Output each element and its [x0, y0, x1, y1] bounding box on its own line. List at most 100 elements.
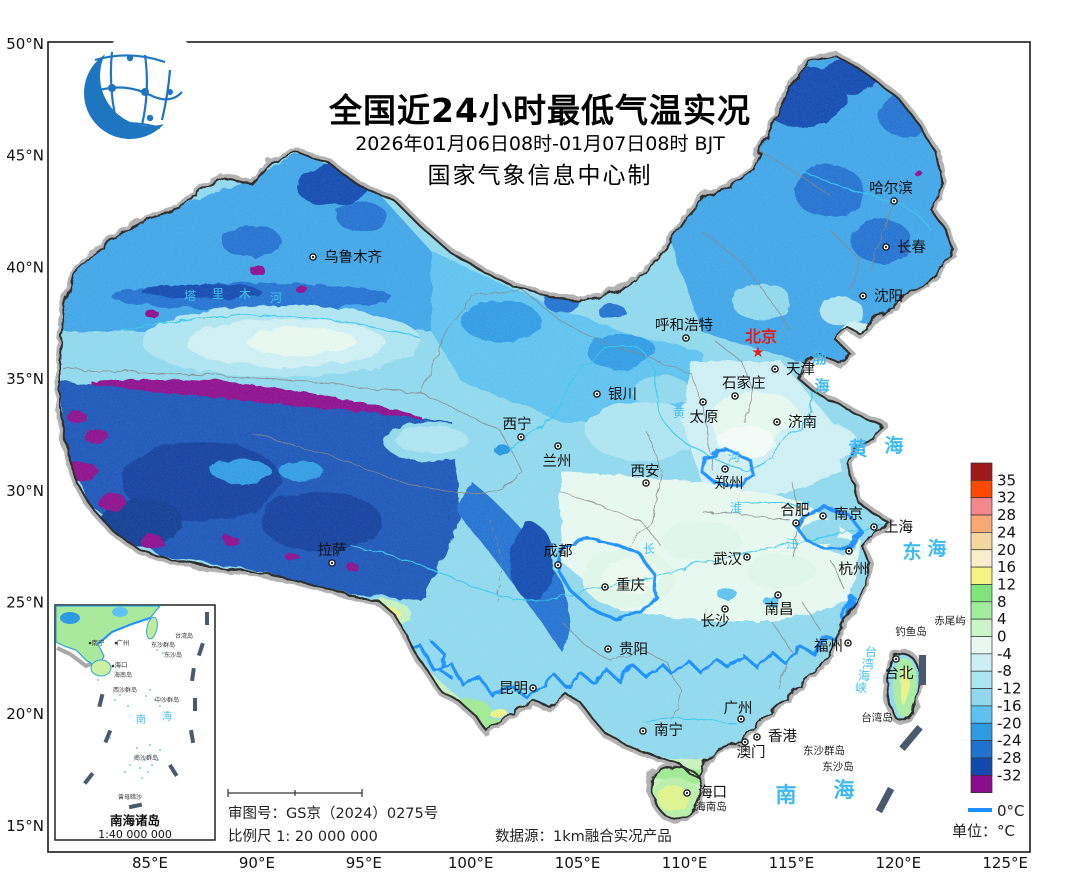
river-label: 木 [239, 287, 251, 301]
city-label: 济南 [788, 414, 817, 431]
city-label: 重庆 [616, 577, 645, 594]
axis-labels: 50°N 45°N 40°N 35°N 30°N 25°N 20°N 15°N 85°E 90°E… [6, 35, 1028, 872]
river-label: 江 [786, 537, 798, 551]
city-dot-core [775, 420, 779, 424]
inset-label: 南宁 [92, 638, 106, 647]
city-label: 石家庄 [722, 374, 766, 392]
inset-island-dot [127, 705, 129, 707]
city-label: 天津 [786, 361, 815, 378]
island-label: 海南岛 [695, 800, 727, 813]
lon-label: 90°E [239, 854, 275, 872]
legend-band [970, 497, 993, 516]
unit-label: 单位：°C [952, 822, 1015, 840]
inset-island-dots [97, 649, 169, 779]
map-frame [47, 41, 1031, 853]
sea-label: 黄 [848, 437, 867, 460]
river-label: 塔 [184, 289, 196, 303]
inset-island-dot [156, 649, 158, 651]
city-dot-core [556, 444, 560, 448]
city-label: 郑州 [715, 475, 744, 492]
inset-island-dot [159, 705, 161, 707]
lat-label: 45°N [6, 147, 44, 165]
inset-island-dot [109, 737, 111, 739]
lon-label: 115°E [769, 854, 815, 872]
lon-label: 110°E [662, 854, 708, 872]
inset-label: 海 [162, 710, 172, 723]
city-dot-core [861, 294, 865, 298]
sea-label: 海 [927, 537, 946, 560]
legend-band [970, 601, 993, 620]
city-dot-core [755, 735, 759, 739]
inset-label: 东沙群岛 [151, 641, 175, 649]
city-dot-core [733, 394, 737, 398]
river-label: 长 [643, 542, 655, 556]
city-label: 长沙 [701, 613, 730, 630]
legend-value: 4 [997, 610, 1007, 628]
river-label: 河 [270, 291, 282, 305]
city-label: 南京 [834, 506, 863, 523]
inset-nine-dash [83, 612, 209, 810]
inset-zero-line [97, 617, 151, 645]
legend-value: -4 [997, 645, 1012, 663]
city-label: 贵阳 [619, 641, 648, 658]
logo-crescent-cut [100, 26, 200, 126]
city-label: 杭州 [839, 561, 868, 578]
nmic-logo [84, 26, 200, 139]
legend-band [970, 757, 993, 776]
inset-island-dot [162, 652, 164, 654]
river-label: 淮 [730, 501, 742, 515]
city-label: 银川 [608, 386, 637, 403]
legend-band [970, 514, 993, 533]
legend-band [970, 740, 993, 759]
inset-label: 曾母暗沙 [118, 793, 142, 801]
legend-band [970, 566, 993, 585]
inset-label: 南 [136, 713, 146, 726]
inset-island-dot [149, 744, 151, 746]
city-dot-core [892, 199, 896, 203]
legend-band [970, 774, 993, 793]
legend-band [970, 532, 993, 551]
legend-band [970, 670, 993, 689]
sea-labels: 渤海黄 海东 海南海 [776, 349, 947, 807]
city-dot-core [531, 686, 535, 690]
sea-label: 南 [776, 783, 797, 807]
legend-value: -24 [997, 732, 1022, 750]
city-dot-core [794, 521, 798, 525]
legend-band [970, 636, 993, 655]
legend-value: 12 [997, 575, 1016, 593]
rivers [119, 169, 931, 723]
inset-island-dot [145, 695, 147, 697]
national-border [57, 52, 954, 818]
city-dot-core [821, 514, 825, 518]
legend-color-bar [970, 462, 993, 793]
legend-value: -8 [997, 662, 1012, 680]
inset-island-dot [144, 759, 146, 761]
river-label: 河 [728, 450, 740, 464]
inset-island-dot [154, 699, 156, 701]
legend-band [970, 705, 993, 724]
river-label: 黄 [673, 406, 685, 420]
city-dot-core [884, 245, 888, 249]
qinghai-lake [492, 443, 508, 453]
strait-label: 峡 [855, 681, 867, 695]
inset-island-dot [124, 771, 126, 773]
city-dot-core [723, 467, 727, 471]
capital-star-icon: ★ [751, 343, 764, 361]
strait-label: 海 [858, 668, 870, 683]
inset-label: 台湾岛 [175, 632, 193, 640]
lon-label: 85°E [132, 854, 168, 872]
time-range-subtitle: 2026年01月06日08时-01月07日08时 BJT [355, 133, 725, 155]
city-label: 海口 [698, 784, 727, 801]
city-dot-core [330, 561, 334, 565]
city-label: 拉萨 [318, 542, 347, 559]
lon-label: 95°E [346, 854, 382, 872]
lat-label: 50°N [6, 35, 44, 53]
city-dot-core [846, 641, 850, 645]
city-dot-core [556, 563, 560, 567]
legend-value: -16 [997, 697, 1022, 715]
legend-band [970, 688, 993, 707]
inset-hainan [90, 659, 112, 677]
